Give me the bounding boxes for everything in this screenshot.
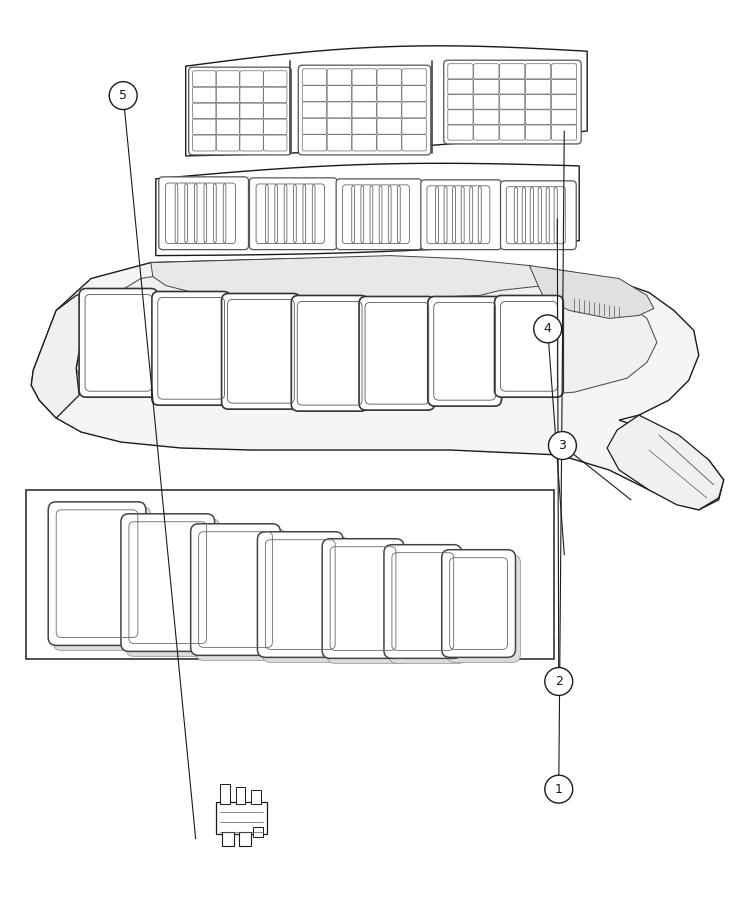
FancyBboxPatch shape — [53, 507, 151, 651]
Polygon shape — [156, 163, 579, 256]
Circle shape — [548, 432, 576, 460]
Polygon shape — [31, 289, 96, 419]
Bar — [219, 784, 230, 804]
Text: 3: 3 — [559, 439, 566, 452]
FancyBboxPatch shape — [328, 544, 409, 663]
FancyBboxPatch shape — [222, 293, 300, 410]
FancyBboxPatch shape — [500, 181, 576, 249]
Circle shape — [109, 82, 137, 110]
FancyBboxPatch shape — [48, 502, 146, 645]
Text: 2: 2 — [555, 675, 562, 688]
FancyBboxPatch shape — [189, 68, 291, 155]
Bar — [251, 790, 262, 804]
Polygon shape — [607, 415, 724, 509]
Polygon shape — [31, 258, 724, 509]
FancyBboxPatch shape — [299, 65, 431, 155]
Bar — [239, 832, 251, 846]
FancyBboxPatch shape — [196, 529, 285, 661]
FancyBboxPatch shape — [421, 180, 502, 249]
FancyBboxPatch shape — [359, 296, 435, 410]
Text: 1: 1 — [555, 783, 562, 796]
FancyBboxPatch shape — [262, 536, 348, 662]
Text: 5: 5 — [119, 89, 127, 102]
FancyBboxPatch shape — [121, 514, 215, 652]
FancyBboxPatch shape — [494, 295, 563, 397]
Circle shape — [545, 668, 573, 696]
FancyBboxPatch shape — [336, 179, 422, 249]
FancyBboxPatch shape — [444, 60, 581, 144]
FancyBboxPatch shape — [428, 296, 502, 406]
Bar — [236, 787, 245, 804]
Polygon shape — [151, 256, 559, 301]
FancyBboxPatch shape — [447, 554, 520, 662]
Polygon shape — [76, 266, 657, 402]
FancyBboxPatch shape — [384, 544, 462, 659]
Bar — [222, 832, 233, 846]
FancyBboxPatch shape — [159, 176, 248, 249]
Bar — [26, 490, 554, 660]
FancyBboxPatch shape — [152, 292, 230, 405]
Bar — [253, 827, 263, 837]
Bar — [216, 802, 268, 833]
FancyBboxPatch shape — [79, 289, 158, 397]
FancyBboxPatch shape — [291, 295, 368, 411]
Polygon shape — [529, 266, 654, 319]
FancyBboxPatch shape — [257, 532, 343, 657]
FancyBboxPatch shape — [250, 178, 337, 249]
Text: 4: 4 — [544, 322, 551, 336]
Circle shape — [545, 775, 573, 803]
Polygon shape — [186, 46, 587, 156]
FancyBboxPatch shape — [126, 518, 219, 656]
FancyBboxPatch shape — [389, 550, 467, 663]
FancyBboxPatch shape — [442, 550, 516, 657]
FancyBboxPatch shape — [190, 524, 280, 655]
FancyBboxPatch shape — [322, 539, 404, 659]
Circle shape — [534, 315, 562, 343]
